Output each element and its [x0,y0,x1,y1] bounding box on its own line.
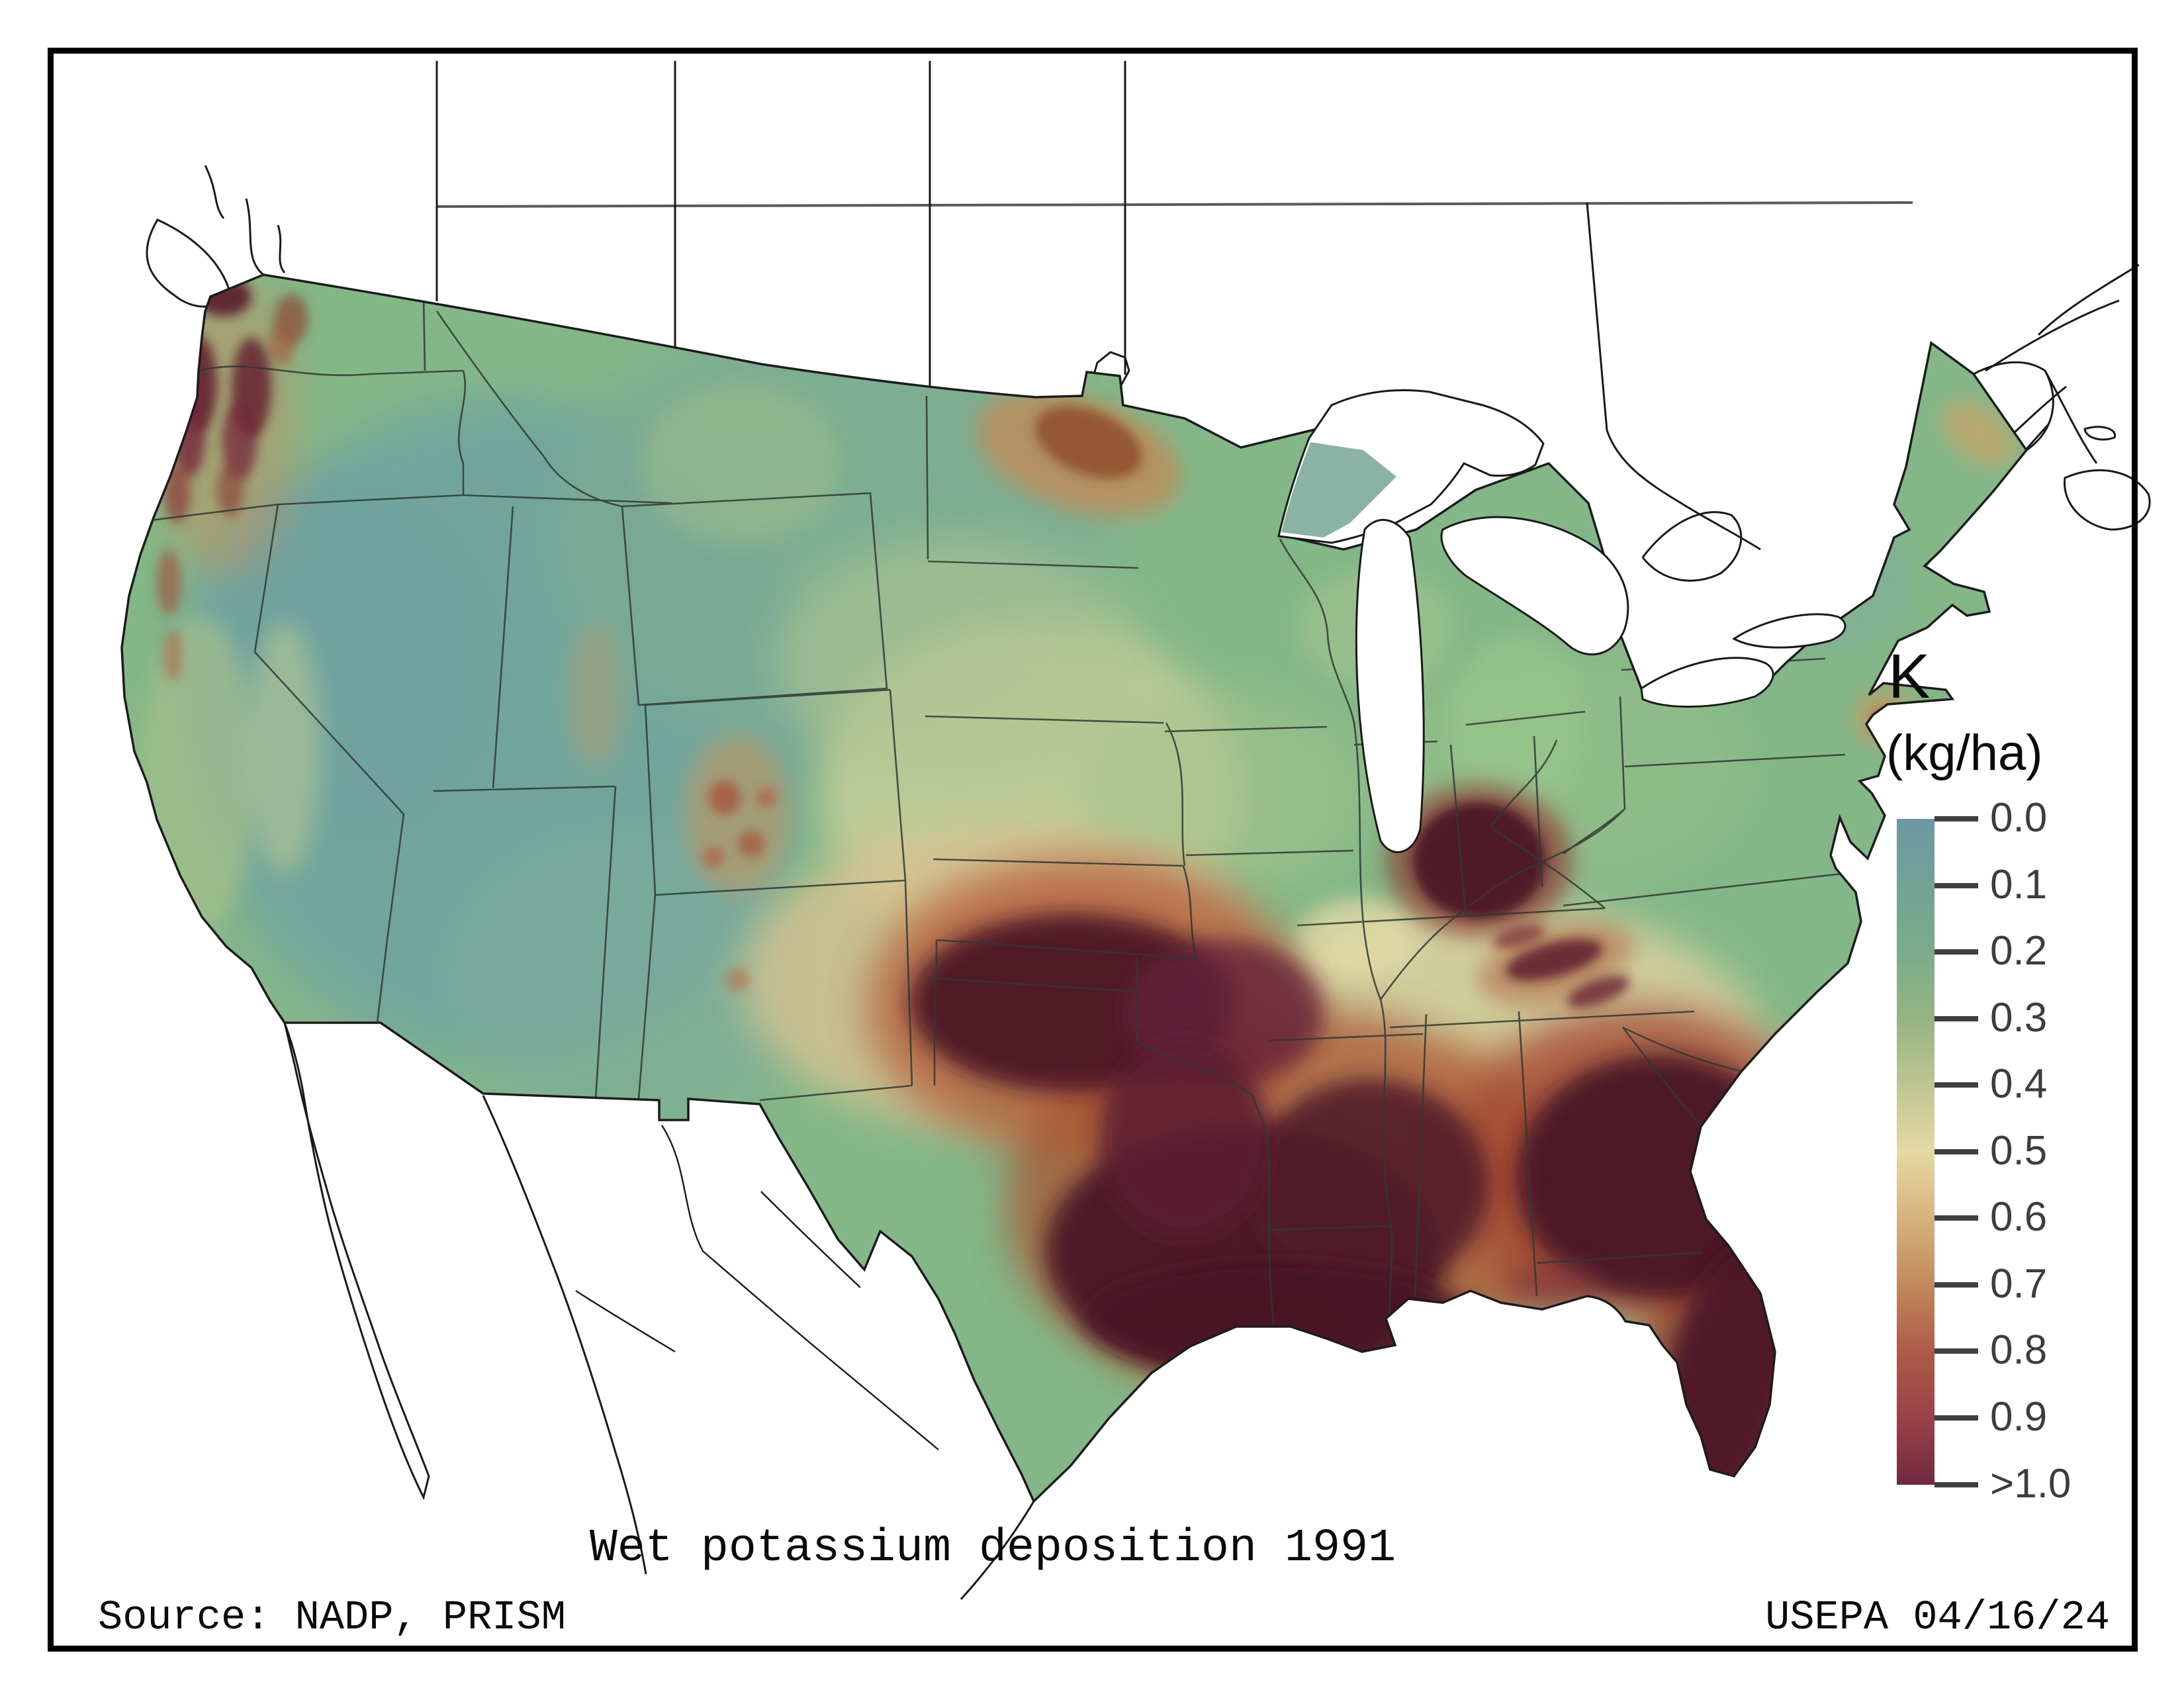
tick-label: >1.0 [1990,1461,2071,1507]
tick-mark [1934,1082,1978,1088]
legend-colorbar [1897,819,1934,1485]
lake-huron [1440,516,1629,656]
lake-erie [1640,657,1774,708]
tick-mark [1934,883,1978,888]
tick-label: 0.3 [1990,995,2048,1041]
tick-mark [1934,1415,1978,1421]
lake-ontario [1732,613,1846,649]
tick-mark [1934,949,1978,955]
tick-mark [1934,1215,1978,1221]
map-frame [48,48,2138,1652]
great-lakes [1277,389,1846,853]
tick-mark [1934,1282,1978,1288]
us-outline [120,273,2028,1503]
tick-label: 0.7 [1990,1261,2048,1307]
tick-mark [1934,1149,1978,1154]
credit-text: USEPA 04/16/24 [1765,1594,2110,1641]
tick-mark [1934,816,1978,821]
tick-label: 0.9 [1990,1394,2048,1440]
tick-label: 0.8 [1990,1327,2048,1374]
tick-label: 0.1 [1990,862,2048,908]
tick-mark [1934,1016,1978,1021]
tick-label: 0.6 [1990,1194,2048,1241]
tick-mark [1934,1482,1978,1487]
map-title: Wet potassium deposition 1991 [589,1523,1396,1575]
source-text: Source: NADP, PRISM [98,1594,566,1641]
legend-title: K [1888,641,1931,712]
mexico-outline [283,1022,1035,1601]
tick-label: 0.0 [1990,795,2048,841]
tick-mark [1934,1348,1978,1354]
tick-label: 0.2 [1990,928,2048,974]
lake-superior-us-water [1281,442,1396,538]
lake-michigan [1355,519,1425,853]
state-boundaries [128,296,1854,1329]
legend-units: (kg/ha) [1886,725,2043,781]
tick-label: 0.5 [1990,1128,2048,1174]
deposition-heat-layer [139,275,2017,1501]
tick-label: 0.4 [1990,1061,2048,1107]
